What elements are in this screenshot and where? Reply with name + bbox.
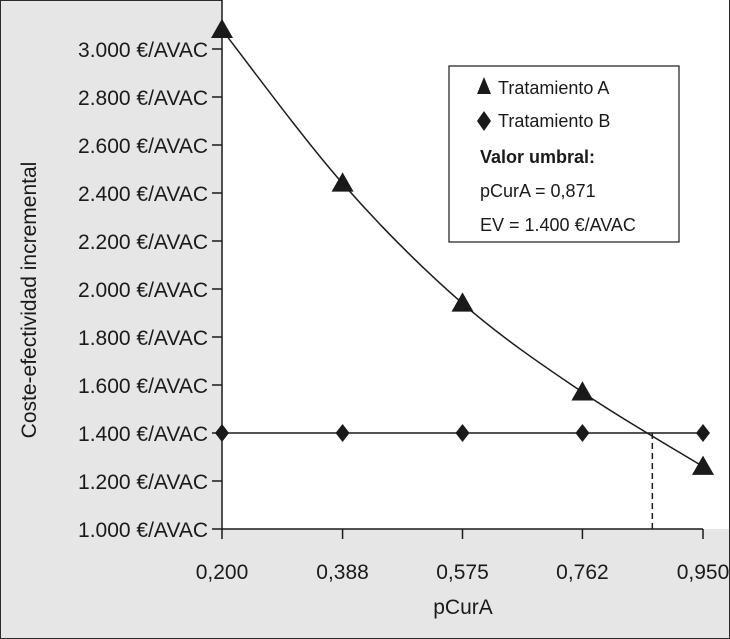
x-axis-ticks: 0,200 0,388 0,575 0,762 0,950 — [196, 529, 730, 584]
series-tratamiento-a-markers — [211, 18, 714, 475]
y-tick-label: 1.800 €/AVAC — [78, 327, 208, 350]
series-b-point — [455, 424, 470, 442]
y-tick-label: 1.200 €/AVAC — [78, 471, 208, 494]
x-tick-label: 0,575 — [436, 561, 489, 584]
legend: Tratamiento A Valor umbral: Tratamiento … — [448, 65, 680, 243]
y-tick-label: 2.400 €/AVAC — [78, 183, 208, 206]
y-tick-label: 2.600 €/AVAC — [78, 135, 208, 158]
x-tick-label: 0,388 — [316, 561, 369, 584]
series-b-point — [215, 424, 229, 442]
y-tick-label: 1.400 €/AVAC — [78, 423, 208, 446]
series-a-point — [571, 381, 594, 401]
series-a-point — [331, 172, 354, 192]
series-a-point — [211, 18, 233, 39]
y-tick-label: 1.600 €/AVAC — [78, 375, 208, 398]
y-tick-label: 2.200 €/AVAC — [78, 231, 208, 254]
y-tick-label: 1.000 €/AVAC — [78, 519, 208, 542]
series-tratamiento-b-markers — [215, 424, 710, 442]
legend-triangle-icon — [477, 77, 491, 94]
threshold-ev: EV = 1.400 €/AVAC — [480, 215, 636, 235]
x-tick-label: 0,200 — [196, 561, 249, 584]
y-tick-label: 2.800 €/AVAC — [78, 87, 208, 110]
legend-item-tratamiento-a: Tratamiento A — [498, 78, 609, 98]
legend-box — [448, 65, 680, 243]
threshold-title: Valor umbral: — [480, 147, 595, 167]
x-tick-label: 0,762 — [556, 561, 609, 584]
x-axis-label: pCurA — [433, 596, 493, 619]
y-tick-label: 3.000 €/AVAC — [78, 39, 208, 62]
threshold-pcura: pCurA = 0,871 — [480, 181, 596, 201]
series-b-point — [335, 424, 350, 442]
series-a-point — [451, 292, 474, 312]
series-b-point — [575, 424, 590, 442]
x-tick-label: 0,950 — [677, 561, 730, 584]
y-axis-ticks: 1.000 €/AVAC 1.200 €/AVAC 1.400 €/AVAC 1.60… — [78, 39, 222, 542]
series-tratamiento-a-line — [221, 29, 704, 468]
legend-item-tratamiento-b: Tratamiento B — [498, 111, 610, 131]
y-axis-label: Coste-efectividad incremental — [18, 162, 41, 439]
series-a-point — [692, 455, 714, 475]
series-b-point — [696, 424, 710, 442]
legend-diamond-icon — [477, 111, 491, 131]
y-tick-label: 2.000 €/AVAC — [78, 279, 208, 302]
